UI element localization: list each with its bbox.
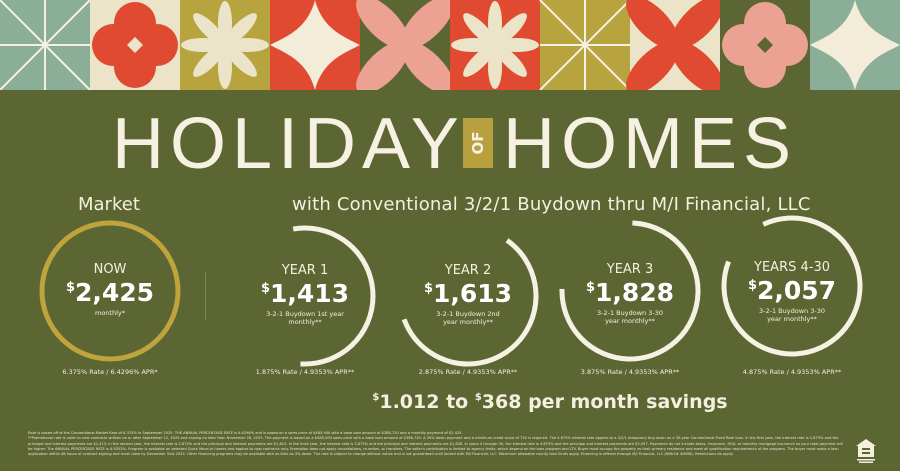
card-year2: YEAR 2 $1,613 3-2-1 Buydown 2nd year mon… — [388, 263, 548, 326]
card-label: YEARS 4-30 — [754, 260, 830, 275]
fine-print-market: Rate is based off of the Conventional Ma… — [28, 431, 463, 435]
fine-print-promo: **Promotional rate is valid on new contr… — [28, 436, 843, 457]
card-sub: 3-2-1 Buydown 3-30 year monthly** — [597, 309, 663, 325]
card-label: NOW — [93, 262, 127, 277]
title-holiday: HOLIDAY — [112, 104, 465, 184]
tile-red-petals-on-cream — [626, 0, 724, 90]
title-of-badge: OF — [463, 118, 493, 168]
tile-pink-petals-on-olive — [356, 0, 454, 90]
card-label: YEAR 1 — [281, 263, 329, 278]
card-label: YEAR 3 — [606, 262, 654, 277]
card-year1: YEAR 1 $1,413 3-2-1 Buydown 1st year mon… — [225, 263, 385, 326]
rate-year3: 3.875% Rate / 4.9353% APR** — [580, 368, 680, 376]
card-amount: $2,425 — [65, 278, 155, 307]
tile-white-star-lines-on-mustard — [539, 0, 631, 90]
fine-print: Rate is based off of the Conventional Ma… — [28, 431, 846, 457]
card-sub: monthly* — [95, 309, 125, 317]
tile-pink-quatrefoil-on-olive — [720, 0, 810, 90]
tile-cream-flower-on-mustard — [180, 0, 270, 90]
tile-cream-flower-on-red — [450, 0, 540, 90]
card-years4-30: YEARS 4-30 $2,057 3-2-1 Buydown 3-30 yea… — [712, 260, 872, 323]
card-now: NOW $2,425 monthly* — [30, 262, 190, 317]
rate-years4-30: 4.875% Rate / 4.9353% APR** — [742, 368, 842, 376]
tile-red-quatrefoil-on-cream — [90, 0, 180, 90]
tile-sage-star-lines — [0, 0, 91, 90]
rate-now: 6.375% Rate / 6.4296% APR* — [62, 368, 158, 376]
equal-housing-lender-icon — [856, 439, 876, 463]
card-label: YEAR 2 — [444, 263, 492, 278]
subtitle: with Conventional 3/2/1 Buydown thru M/I… — [292, 194, 811, 215]
card-amount: $1,413 — [260, 279, 350, 308]
tile-cream-star-on-red — [270, 0, 360, 90]
divider — [205, 272, 206, 320]
card-sub: 3-2-1 Buydown 3-30 year monthly** — [759, 307, 825, 323]
market-label: Market — [78, 194, 140, 215]
decorative-tile-banner — [0, 0, 900, 90]
rate-year2: 2.875% Rate / 4.9353% APR** — [418, 368, 518, 376]
card-year3: YEAR 3 $1,828 3-2-1 Buydown 3-30 year mo… — [550, 262, 710, 325]
savings-line: $1.012 to $368 per month savings — [372, 391, 728, 413]
card-amount: $1,828 — [585, 278, 675, 307]
rate-year1: 1.875% Rate / 4.9353% APR** — [255, 368, 355, 376]
title-homes: HOMES — [503, 104, 798, 184]
card-sub: 3-2-1 Buydown 2nd year monthly** — [436, 310, 500, 326]
card-amount: $2,057 — [747, 276, 837, 305]
headline: HOLIDAY HOMES — [0, 108, 900, 180]
card-sub: 3-2-1 Buydown 1st year monthly** — [266, 310, 344, 326]
card-amount: $1,613 — [423, 279, 513, 308]
title-of: OF — [469, 131, 487, 155]
tile-cream-star-on-sage — [810, 0, 900, 90]
